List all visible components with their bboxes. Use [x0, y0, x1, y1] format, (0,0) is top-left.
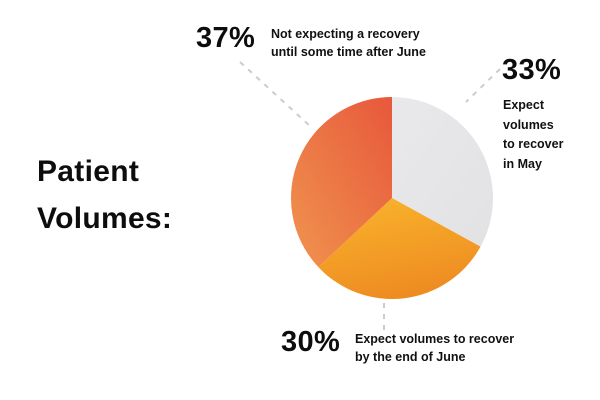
- callout-may-label-line3: to recover: [503, 137, 564, 151]
- callout-after-june-label: Not expecting a recovery until some time…: [271, 26, 426, 61]
- callout-may-label-line1: Expect: [503, 98, 544, 112]
- callout-may-label-line2: volumes: [503, 117, 554, 132]
- callout-end-of-june-label-line1: Expect volumes to recover: [355, 332, 515, 346]
- callout-may-label: Expect volumes to recover in May: [503, 96, 563, 174]
- chart-title-line2: Volumes:: [37, 202, 173, 235]
- chart-title: Patient Volumes:: [37, 148, 172, 242]
- callout-after-june-label-line2: until some time after June: [271, 44, 426, 59]
- callout-may-percent: 33%: [502, 54, 562, 86]
- chart-title-line1: Patient: [37, 155, 140, 188]
- leader-line-may: [465, 68, 501, 103]
- callout-end-of-june-label: Expect volumes to recover by the end of …: [355, 331, 514, 366]
- callout-end-of-june-label-line2: by the end of June: [355, 349, 466, 364]
- leader-line-after-june: [239, 61, 311, 127]
- pie-slice-1: [318, 198, 481, 300]
- callout-after-june-label-line1: Not expecting a recovery: [271, 27, 420, 41]
- callout-end-of-june-percent: 30%: [281, 326, 341, 358]
- pie-slice-0: [392, 97, 494, 247]
- callout-after-june-percent: 37%: [196, 22, 256, 54]
- pie-slice-2: [290, 97, 392, 268]
- callout-may-label-line4: in May: [503, 156, 542, 171]
